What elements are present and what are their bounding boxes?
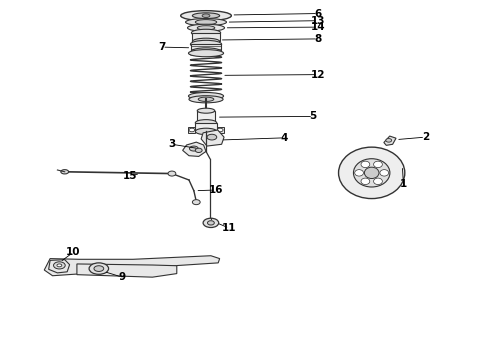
Ellipse shape — [207, 134, 217, 140]
Text: 15: 15 — [123, 171, 138, 181]
Polygon shape — [44, 256, 220, 276]
Ellipse shape — [192, 29, 220, 36]
Ellipse shape — [339, 147, 405, 199]
Ellipse shape — [189, 50, 223, 57]
Text: 1: 1 — [400, 179, 407, 189]
Ellipse shape — [386, 139, 392, 142]
Text: 3: 3 — [168, 139, 175, 149]
Polygon shape — [189, 127, 196, 133]
Text: 7: 7 — [158, 42, 166, 52]
Ellipse shape — [197, 108, 215, 113]
Polygon shape — [192, 44, 220, 51]
Ellipse shape — [189, 128, 195, 132]
Ellipse shape — [198, 97, 214, 102]
Ellipse shape — [353, 159, 390, 187]
Ellipse shape — [193, 13, 220, 18]
Text: 6: 6 — [315, 9, 322, 18]
Text: 13: 13 — [311, 16, 325, 26]
Ellipse shape — [207, 221, 214, 225]
Ellipse shape — [373, 178, 382, 185]
Ellipse shape — [355, 170, 364, 176]
Ellipse shape — [168, 171, 176, 176]
Text: 12: 12 — [311, 69, 325, 80]
Text: 2: 2 — [422, 132, 429, 142]
Ellipse shape — [361, 178, 370, 185]
Ellipse shape — [196, 120, 217, 126]
Polygon shape — [193, 33, 220, 41]
Polygon shape — [183, 142, 206, 157]
Ellipse shape — [361, 161, 370, 168]
Ellipse shape — [189, 96, 223, 103]
Text: 16: 16 — [209, 185, 223, 195]
Ellipse shape — [57, 264, 62, 267]
Ellipse shape — [191, 40, 221, 48]
Polygon shape — [49, 260, 70, 273]
Polygon shape — [196, 123, 217, 131]
Polygon shape — [77, 264, 177, 277]
Ellipse shape — [188, 24, 224, 31]
Ellipse shape — [190, 146, 198, 151]
Ellipse shape — [186, 18, 226, 26]
Ellipse shape — [217, 128, 223, 132]
Text: 4: 4 — [280, 133, 288, 143]
Ellipse shape — [94, 266, 104, 271]
Text: 8: 8 — [315, 34, 322, 44]
Ellipse shape — [189, 93, 223, 100]
Ellipse shape — [193, 200, 200, 204]
Ellipse shape — [192, 48, 220, 55]
Polygon shape — [217, 127, 223, 133]
Ellipse shape — [197, 26, 215, 30]
Ellipse shape — [380, 170, 389, 176]
Text: 14: 14 — [311, 22, 325, 32]
Ellipse shape — [203, 218, 219, 228]
Text: 5: 5 — [310, 111, 317, 121]
Ellipse shape — [196, 19, 217, 24]
Ellipse shape — [196, 148, 202, 153]
Ellipse shape — [89, 263, 109, 274]
Ellipse shape — [53, 262, 65, 269]
Polygon shape — [384, 136, 396, 145]
Text: 10: 10 — [66, 247, 81, 257]
Ellipse shape — [193, 38, 220, 45]
Polygon shape — [201, 130, 224, 146]
Ellipse shape — [365, 167, 379, 179]
Text: 9: 9 — [119, 272, 126, 282]
Ellipse shape — [196, 128, 217, 135]
Text: 11: 11 — [222, 223, 237, 233]
Ellipse shape — [373, 161, 382, 168]
Ellipse shape — [61, 170, 69, 174]
Ellipse shape — [181, 11, 231, 21]
Ellipse shape — [202, 14, 210, 18]
Polygon shape — [197, 111, 215, 123]
